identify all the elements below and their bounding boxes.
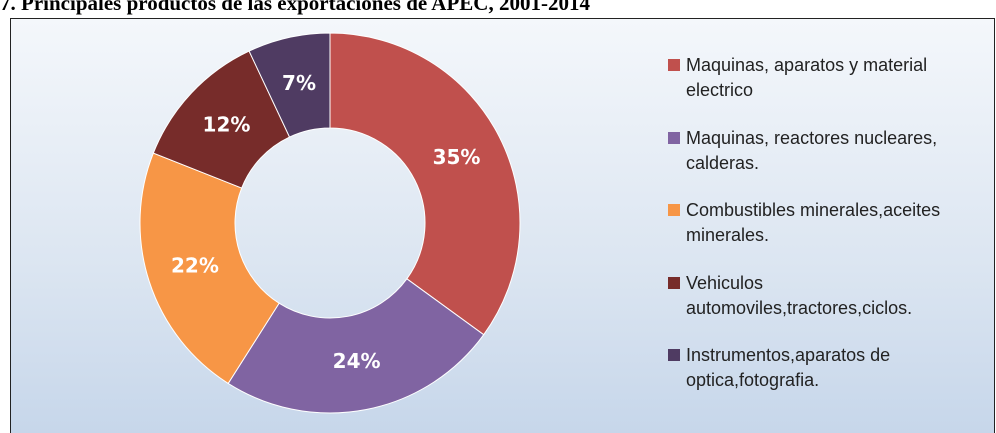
legend-item: Vehiculos automoviles,tractores,ciclos. xyxy=(668,271,986,321)
legend-item: Maquinas, aparatos y material electrico xyxy=(668,53,986,103)
data-label: 7% xyxy=(282,71,316,95)
donut-slice xyxy=(139,152,280,385)
data-label: 35% xyxy=(433,145,481,169)
chart-title: 7. Principales productos de las exportac… xyxy=(0,0,590,15)
donut-slice xyxy=(248,32,331,138)
legend-label: Vehiculos automoviles,tractores,ciclos. xyxy=(686,272,913,318)
donut-slice xyxy=(329,32,521,336)
legend-item: Instrumentos,aparatos de optica,fotograf… xyxy=(668,343,986,393)
legend-item: Maquinas, reactores nucleares, calderas. xyxy=(668,126,986,176)
legend-swatch xyxy=(668,276,680,289)
data-label: 12% xyxy=(203,112,251,136)
donut-slice xyxy=(227,278,485,414)
data-label: 24% xyxy=(333,349,381,373)
legend-swatch xyxy=(668,204,680,216)
legend-label: Combustibles minerales,aceites minerales… xyxy=(686,200,941,245)
legend-label: Maquinas, reactores nucleares, calderas. xyxy=(686,127,938,173)
legend-swatch xyxy=(668,59,680,71)
legend-swatch xyxy=(668,131,680,144)
legend-label: Instrumentos,aparatos de optica,fotograf… xyxy=(686,345,891,390)
legend-label: Maquinas, aparatos y material electrico xyxy=(686,55,928,100)
legend-item: Combustibles minerales,aceites minerales… xyxy=(668,198,986,248)
data-label: 22% xyxy=(171,253,219,277)
legend-swatch xyxy=(668,349,680,361)
